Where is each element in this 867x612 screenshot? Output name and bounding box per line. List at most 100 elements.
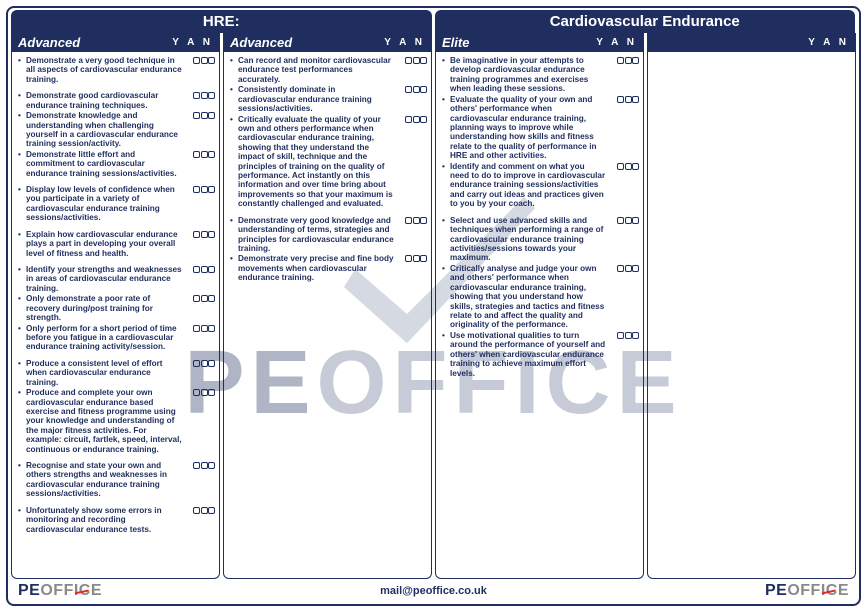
bullet-icon: • — [18, 359, 23, 368]
yan-checkboxes[interactable] — [187, 91, 215, 101]
item-text: Produce and complete your own cardiovasc… — [26, 388, 184, 454]
yan-checkboxes[interactable] — [399, 85, 427, 95]
yan-label: Y A N — [808, 37, 849, 48]
yan-checkboxes[interactable] — [187, 150, 215, 160]
logo-left: PEOFFICE — [18, 582, 102, 600]
bullet-icon: • — [442, 264, 447, 273]
item-text: Demonstrate knowledge and understanding … — [26, 111, 184, 149]
bullet-icon: • — [230, 85, 235, 94]
assessment-item: •Consistently dominate in cardiovascular… — [230, 85, 427, 113]
assessment-item: •Demonstrate very precise and fine body … — [230, 254, 427, 282]
bullet-icon: • — [18, 56, 23, 65]
assessment-item: •Identify and comment on what you need t… — [442, 162, 639, 209]
page-frame: PEOFFICE HRE: Cardiovascular Endurance A… — [6, 6, 861, 606]
logo-off-r: OFF — [787, 582, 821, 599]
item-text: Explain how cardiovascular endurance pla… — [26, 230, 184, 258]
item-text: Be imaginative in your attempts to devel… — [450, 56, 608, 94]
yan-checkboxes[interactable] — [187, 461, 215, 471]
item-text: Identify and comment on what you need to… — [450, 162, 608, 209]
assessment-item: •Can record and monitor cardiovascular e… — [230, 56, 427, 84]
item-text: Display low levels of confidence when yo… — [26, 185, 184, 223]
yan-checkboxes[interactable] — [187, 230, 215, 240]
bullet-icon: • — [442, 56, 447, 65]
item-text: Identify your strengths and weaknesses i… — [26, 265, 184, 293]
column-header: Elite Y A N — [436, 33, 643, 52]
assessment-item: •Recognise and state your own and others… — [18, 461, 215, 499]
yan-label: Y A N — [384, 37, 425, 48]
item-text: Critically evaluate the quality of your … — [238, 115, 396, 209]
bullet-icon: • — [18, 324, 23, 333]
logo-right: PEOFFICE — [765, 582, 849, 600]
yan-checkboxes[interactable] — [187, 359, 215, 369]
column-body: •Can record and monitor cardiovascular e… — [224, 52, 431, 578]
yan-checkboxes[interactable] — [399, 254, 427, 264]
column-3: Y A N — [647, 33, 856, 579]
assessment-item: •Select and use advanced skills and tech… — [442, 216, 639, 263]
item-text: Only demonstrate a poor rate of recovery… — [26, 294, 184, 322]
yan-checkboxes[interactable] — [187, 265, 215, 275]
yan-checkboxes[interactable] — [187, 294, 215, 304]
bullet-icon: • — [442, 162, 447, 171]
header-row: HRE: Cardiovascular Endurance — [8, 8, 859, 33]
column-body: •Be imaginative in your attempts to deve… — [436, 52, 643, 578]
yan-checkboxes[interactable] — [611, 264, 639, 274]
item-text: Produce a consistent level of effort whe… — [26, 359, 184, 387]
assessment-item: •Demonstrate a very good technique in al… — [18, 56, 215, 84]
column-title: Advanced — [18, 35, 80, 50]
yan-checkboxes[interactable] — [399, 56, 427, 66]
assessment-item: •Demonstrate very good knowledge and und… — [230, 216, 427, 254]
column-title: Advanced — [230, 35, 292, 50]
yan-checkboxes[interactable] — [187, 324, 215, 334]
yan-checkboxes[interactable] — [187, 185, 215, 195]
assessment-item: •Be imaginative in your attempts to deve… — [442, 56, 639, 94]
yan-checkboxes[interactable] — [187, 111, 215, 121]
bullet-icon: • — [18, 230, 23, 239]
yan-checkboxes[interactable] — [611, 216, 639, 226]
column-header: Advanced Y A N — [12, 33, 219, 52]
item-text: Unfortunately show some errors in monito… — [26, 506, 184, 534]
assessment-item: •Only perform for a short period of time… — [18, 324, 215, 352]
item-text: Use motivational qualities to turn aroun… — [450, 331, 608, 378]
bullet-icon: • — [18, 91, 23, 100]
yan-checkboxes[interactable] — [187, 506, 215, 516]
assessment-item: •Unfortunately show some errors in monit… — [18, 506, 215, 534]
item-text: Demonstrate a very good technique in all… — [26, 56, 184, 84]
yan-checkboxes[interactable] — [399, 115, 427, 125]
yan-checkboxes[interactable] — [611, 95, 639, 105]
item-text: Consistently dominate in cardiovascular … — [238, 85, 396, 113]
column-1: AdvancedY A N•Can record and monitor car… — [223, 33, 432, 579]
yan-checkboxes[interactable] — [611, 331, 639, 341]
yan-checkboxes[interactable] — [611, 56, 639, 66]
item-text: Recognise and state your own and others … — [26, 461, 184, 499]
item-text: Demonstrate good cardiovascular enduranc… — [26, 91, 184, 110]
column-title: Elite — [442, 35, 469, 50]
yan-checkboxes[interactable] — [611, 162, 639, 172]
bullet-icon: • — [230, 254, 235, 263]
assessment-item: •Demonstrate knowledge and understanding… — [18, 111, 215, 149]
column-0: AdvancedY A N•Demonstrate a very good te… — [11, 33, 220, 579]
bullet-icon: • — [230, 216, 235, 225]
yan-label: Y A N — [596, 37, 637, 48]
header-right: Cardiovascular Endurance — [435, 10, 856, 33]
header-left: HRE: — [11, 10, 432, 33]
assessment-item: •Only demonstrate a poor rate of recover… — [18, 294, 215, 322]
yan-checkboxes[interactable] — [187, 56, 215, 66]
bullet-icon: • — [18, 111, 23, 120]
bullet-icon: • — [442, 95, 447, 104]
yan-label: Y A N — [172, 37, 213, 48]
column-header: Y A N — [648, 33, 855, 52]
logo-ice-r: ICE — [821, 582, 849, 599]
columns-container: AdvancedY A N•Demonstrate a very good te… — [8, 33, 859, 579]
column-2: EliteY A N•Be imaginative in your attemp… — [435, 33, 644, 579]
assessment-item: •Demonstrate little effort and commitmen… — [18, 150, 215, 178]
item-text: Demonstrate very good knowledge and unde… — [238, 216, 396, 254]
yan-checkboxes[interactable] — [399, 216, 427, 226]
item-text: Select and use advanced skills and techn… — [450, 216, 608, 263]
yan-checkboxes[interactable] — [187, 388, 215, 398]
assessment-item: •Produce a consistent level of effort wh… — [18, 359, 215, 387]
bullet-icon: • — [18, 461, 23, 470]
item-text: Can record and monitor cardiovascular en… — [238, 56, 396, 84]
assessment-item: •Produce and complete your own cardiovas… — [18, 388, 215, 454]
bullet-icon: • — [230, 56, 235, 65]
item-text: Critically analyse and judge your own an… — [450, 264, 608, 330]
